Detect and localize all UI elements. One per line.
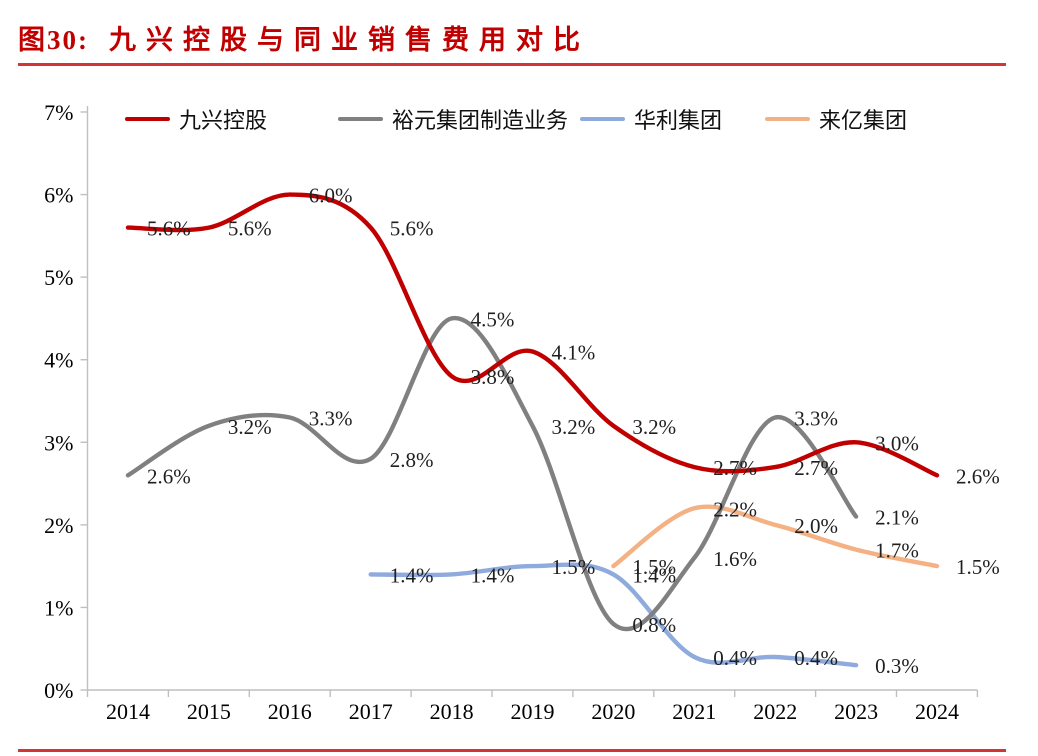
data-label-series0: 2.7% <box>713 456 757 480</box>
legend-line-swatch <box>338 116 383 122</box>
data-label-series1: 3.2% <box>552 415 596 439</box>
footer-divider <box>18 749 1006 752</box>
legend-line-swatch <box>580 116 625 122</box>
data-label-series2: 0.4% <box>713 646 757 670</box>
y-tick-label: 2% <box>44 513 73 538</box>
figure-title-text: 九兴控股与同业销售费用对比 <box>109 25 590 55</box>
legend-label: 裕元集团制造业务 <box>392 108 569 133</box>
y-tick-label: 0% <box>44 678 73 703</box>
data-label-series0: 2.6% <box>956 464 1000 488</box>
x-tick-label: 2020 <box>591 699 635 724</box>
data-label-series3: 1.5% <box>956 555 1000 579</box>
data-label-series1: 4.5% <box>471 307 515 331</box>
data-label-series2: 1.4% <box>471 563 515 587</box>
legend-label: 华利集团 <box>634 108 723 133</box>
series-line-2 <box>368 562 859 668</box>
data-label-series3: 2.2% <box>713 497 757 521</box>
data-label-series0: 5.6% <box>147 217 191 241</box>
series-line-1 <box>125 316 859 632</box>
x-tick-label: 2016 <box>268 699 312 724</box>
data-label-series1: 1.6% <box>713 547 757 571</box>
x-tick-label: 2023 <box>834 699 878 724</box>
series-line-0 <box>125 192 940 478</box>
data-label-series0: 3.2% <box>632 415 676 439</box>
data-label-series2: 1.4% <box>632 563 676 587</box>
figure-number: 图30: <box>18 25 89 55</box>
data-label-series0: 2.7% <box>794 456 838 480</box>
chart-legend: 九兴控股 裕元集团制造业务 华利集团 来亿集团 <box>0 103 1038 133</box>
data-label-series0: 3.0% <box>875 431 919 455</box>
legend-item-1: 裕元集团制造业务 <box>338 103 568 135</box>
y-tick-label: 5% <box>44 265 73 290</box>
data-label-series2: 1.4% <box>390 563 434 587</box>
y-tick-label: 3% <box>44 430 73 455</box>
figure-title: 图30: 九兴控股与同业销售费用对比 <box>18 18 590 57</box>
data-label-series1: 3.3% <box>309 407 353 431</box>
data-label-series1: 2.6% <box>147 464 191 488</box>
data-label-series1: 3.3% <box>794 407 838 431</box>
x-tick-label: 2018 <box>430 699 474 724</box>
legend-label: 来亿集团 <box>819 108 908 133</box>
title-divider <box>18 63 1006 66</box>
x-tick-label: 2017 <box>349 699 393 724</box>
x-tick-label: 2022 <box>753 699 797 724</box>
x-tick-label: 2021 <box>672 699 716 724</box>
data-label-series2: 0.3% <box>875 654 919 678</box>
series-line-3 <box>611 504 940 569</box>
legend-item-3: 来亿集团 <box>765 103 907 135</box>
data-label-series3: 1.7% <box>875 539 919 563</box>
x-tick-label: 2024 <box>915 699 959 724</box>
data-label-series1: 0.8% <box>632 613 676 637</box>
x-tick-label: 2019 <box>511 699 555 724</box>
legend-label: 九兴控股 <box>179 108 268 133</box>
data-label-series0: 4.1% <box>552 341 596 365</box>
data-label-series3: 1.5% <box>632 555 676 579</box>
legend-item-2: 华利集团 <box>580 103 722 135</box>
y-tick-label: 6% <box>44 183 73 208</box>
legend-line-swatch <box>765 116 810 122</box>
data-label-series3: 2.0% <box>794 514 838 538</box>
legend-item-0: 九兴控股 <box>125 103 267 135</box>
x-tick-label: 2014 <box>106 699 150 724</box>
y-tick-label: 1% <box>44 595 73 620</box>
data-label-series0: 3.8% <box>471 365 515 389</box>
data-label-series1: 2.1% <box>875 506 919 530</box>
data-label-series1: 2.8% <box>390 448 434 472</box>
data-label-series0: 5.6% <box>390 217 434 241</box>
y-tick-label: 4% <box>44 348 73 373</box>
data-label-series0: 6.0% <box>309 184 353 208</box>
data-label-series2: 0.4% <box>794 646 838 670</box>
data-label-series0: 5.6% <box>228 217 272 241</box>
x-tick-label: 2015 <box>187 699 231 724</box>
y-tick-label: 7% <box>44 100 73 125</box>
legend-line-swatch <box>125 116 170 122</box>
data-label-series2: 1.5% <box>552 555 596 579</box>
data-label-series1: 3.2% <box>228 415 272 439</box>
